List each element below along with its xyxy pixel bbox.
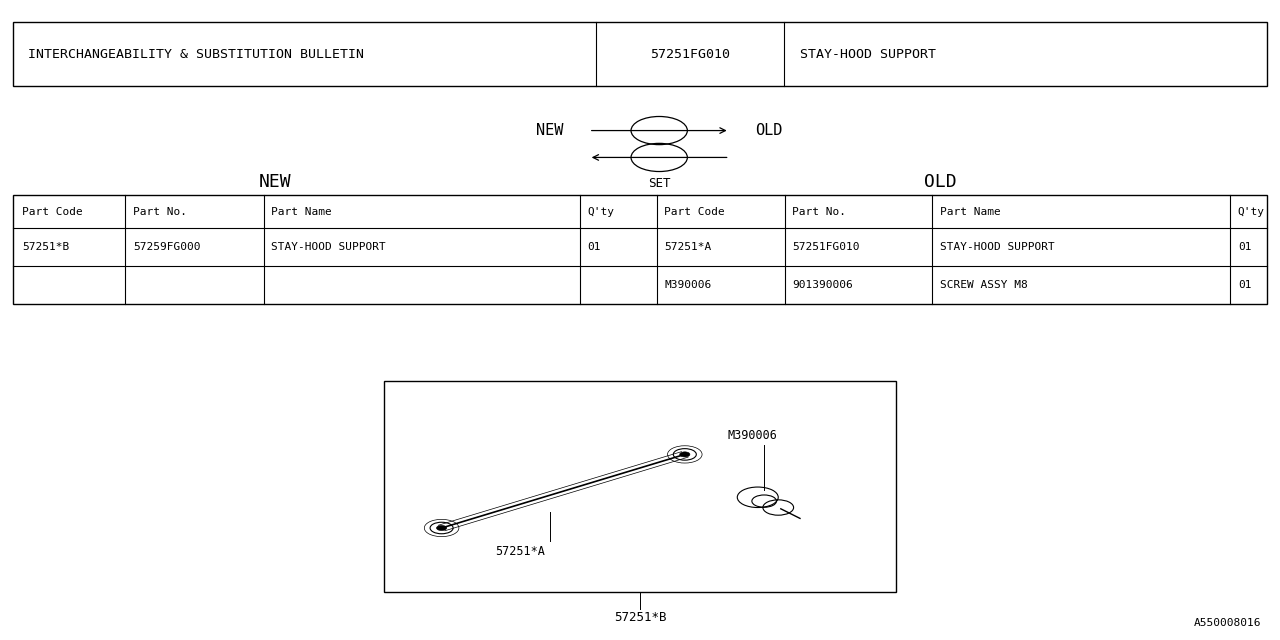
Text: INTERCHANGEABILITY & SUBSTITUTION BULLETIN: INTERCHANGEABILITY & SUBSTITUTION BULLET… bbox=[28, 48, 364, 61]
Text: 901390006: 901390006 bbox=[792, 280, 852, 290]
Text: Part Name: Part Name bbox=[940, 207, 1000, 216]
Text: 57251*B: 57251*B bbox=[613, 611, 667, 624]
FancyBboxPatch shape bbox=[13, 22, 1267, 86]
Text: 57259FG000: 57259FG000 bbox=[133, 242, 201, 252]
Text: STAY-HOOD SUPPORT: STAY-HOOD SUPPORT bbox=[940, 242, 1055, 252]
Circle shape bbox=[680, 452, 690, 457]
Text: Part Name: Part Name bbox=[271, 207, 332, 216]
Text: OLD: OLD bbox=[924, 173, 957, 191]
Text: NEW: NEW bbox=[536, 123, 563, 138]
Text: Part Code: Part Code bbox=[22, 207, 82, 216]
Circle shape bbox=[436, 525, 447, 531]
Text: OLD: OLD bbox=[755, 123, 782, 138]
Text: 57251FG010: 57251FG010 bbox=[650, 48, 730, 61]
Text: SET: SET bbox=[648, 177, 671, 189]
Text: 01: 01 bbox=[588, 242, 602, 252]
Text: Part No.: Part No. bbox=[792, 207, 846, 216]
Text: 57251*B: 57251*B bbox=[22, 242, 69, 252]
Text: STAY-HOOD SUPPORT: STAY-HOOD SUPPORT bbox=[271, 242, 387, 252]
Text: NEW: NEW bbox=[259, 173, 292, 191]
Text: 57251*A: 57251*A bbox=[664, 242, 712, 252]
Text: Part Code: Part Code bbox=[664, 207, 724, 216]
Text: 01: 01 bbox=[1238, 242, 1252, 252]
Text: 01: 01 bbox=[1238, 280, 1252, 290]
Text: A550008016: A550008016 bbox=[1193, 618, 1261, 628]
FancyBboxPatch shape bbox=[384, 381, 896, 592]
Text: M390006: M390006 bbox=[664, 280, 712, 290]
Text: 57251*A: 57251*A bbox=[495, 545, 545, 558]
Text: Part No.: Part No. bbox=[133, 207, 187, 216]
FancyBboxPatch shape bbox=[13, 195, 1267, 304]
Text: M390006: M390006 bbox=[727, 429, 777, 442]
Text: 57251FG010: 57251FG010 bbox=[792, 242, 860, 252]
Text: STAY-HOOD SUPPORT: STAY-HOOD SUPPORT bbox=[800, 48, 936, 61]
Text: Q'ty: Q'ty bbox=[1238, 207, 1265, 216]
Text: SCREW ASSY M8: SCREW ASSY M8 bbox=[940, 280, 1028, 290]
Text: Q'ty: Q'ty bbox=[588, 207, 614, 216]
